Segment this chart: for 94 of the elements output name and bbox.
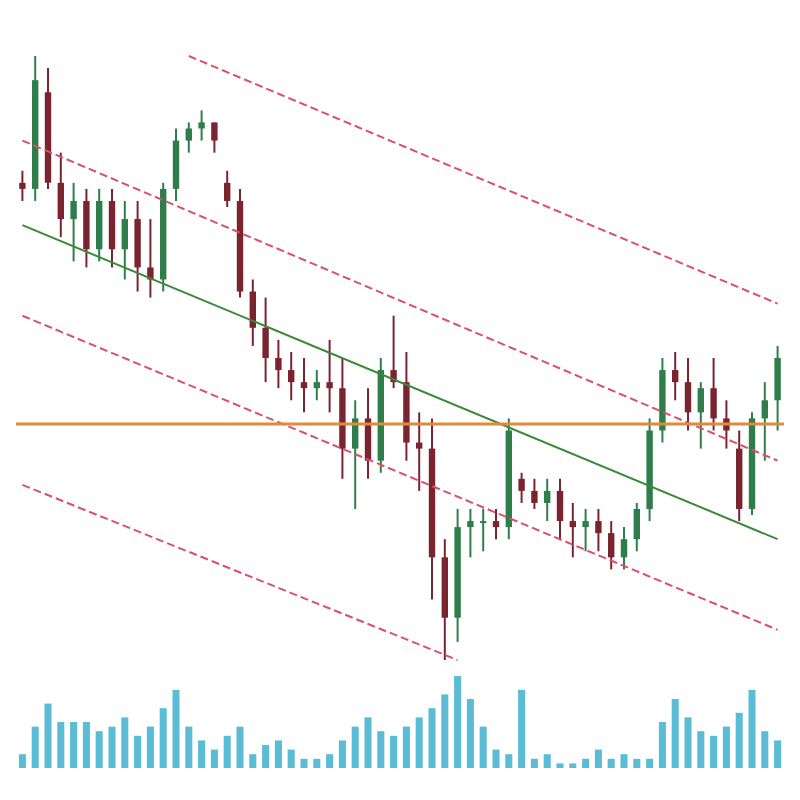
bar (338, 740, 346, 768)
candlestick (595, 508, 602, 553)
bar (530, 758, 538, 768)
bar (454, 676, 462, 768)
candlestick (300, 357, 308, 414)
bar (658, 722, 666, 768)
candlestick (633, 501, 640, 553)
bar (466, 699, 474, 768)
bar (364, 717, 372, 768)
bar (671, 699, 679, 768)
bar (274, 740, 282, 768)
candlestick (262, 296, 269, 384)
bar (185, 726, 193, 768)
candlestick (147, 218, 154, 299)
bar (594, 749, 602, 768)
candlestick (326, 338, 333, 414)
bar (262, 745, 270, 768)
bar (313, 758, 321, 768)
bar (159, 708, 167, 768)
candlestick (620, 526, 628, 571)
bar (633, 758, 641, 768)
bar (428, 708, 436, 768)
bar (351, 726, 359, 768)
candlestick (480, 508, 487, 553)
bar (582, 758, 590, 768)
bar (326, 754, 334, 768)
bar (684, 717, 692, 768)
bar (57, 722, 65, 768)
bar (479, 726, 487, 768)
candlestick (19, 169, 26, 202)
candlestick (416, 411, 423, 492)
bar (249, 754, 257, 768)
bar (121, 717, 129, 768)
candlestick (608, 520, 615, 571)
bar (134, 735, 142, 768)
bar (735, 712, 743, 768)
bar (492, 749, 500, 768)
bar (108, 726, 116, 768)
bar (710, 735, 718, 768)
candlestick (544, 477, 551, 523)
bar (44, 703, 52, 768)
bar (146, 726, 154, 768)
bar (415, 717, 423, 768)
candlestick (556, 477, 564, 541)
candlestick (57, 151, 64, 239)
candlestick (684, 357, 692, 432)
bar (377, 731, 385, 768)
bar (31, 726, 39, 768)
candlestick (531, 477, 538, 510)
bar (543, 754, 551, 768)
bar (223, 735, 231, 768)
bar (18, 754, 26, 768)
candlestick (70, 181, 77, 263)
candlestick (518, 471, 525, 504)
bar (210, 749, 218, 768)
candlestick (313, 369, 320, 402)
candlestick (198, 109, 205, 142)
bar (172, 689, 180, 768)
candlestick (224, 169, 231, 208)
candlestick (185, 121, 192, 154)
candlestick (697, 381, 704, 450)
candlestick (211, 121, 218, 154)
bar (774, 740, 782, 768)
bar (505, 754, 513, 768)
bar (198, 740, 206, 768)
bar (70, 722, 78, 768)
candlestick (774, 344, 781, 432)
bar (82, 722, 90, 768)
bar (390, 735, 398, 768)
bar (441, 694, 449, 768)
bar (748, 689, 756, 768)
candlestick (761, 381, 768, 462)
candlestick (710, 357, 717, 432)
candlestick (582, 508, 589, 553)
bar (402, 726, 410, 768)
bar (287, 749, 295, 768)
bar (761, 731, 769, 768)
bar (95, 731, 103, 768)
candlestick (467, 508, 474, 559)
bar (722, 726, 730, 768)
bar (620, 754, 628, 768)
candlestick (672, 350, 679, 402)
candlestick (390, 314, 397, 390)
candlestick (569, 501, 576, 559)
bar (697, 731, 705, 768)
bar (300, 758, 308, 768)
bar (518, 689, 526, 768)
candlestick (288, 350, 295, 402)
bar (607, 758, 615, 768)
candlestick (121, 199, 128, 281)
bar (236, 726, 244, 768)
candlestick (275, 338, 282, 390)
bar (646, 758, 654, 768)
candlestick (492, 508, 500, 541)
